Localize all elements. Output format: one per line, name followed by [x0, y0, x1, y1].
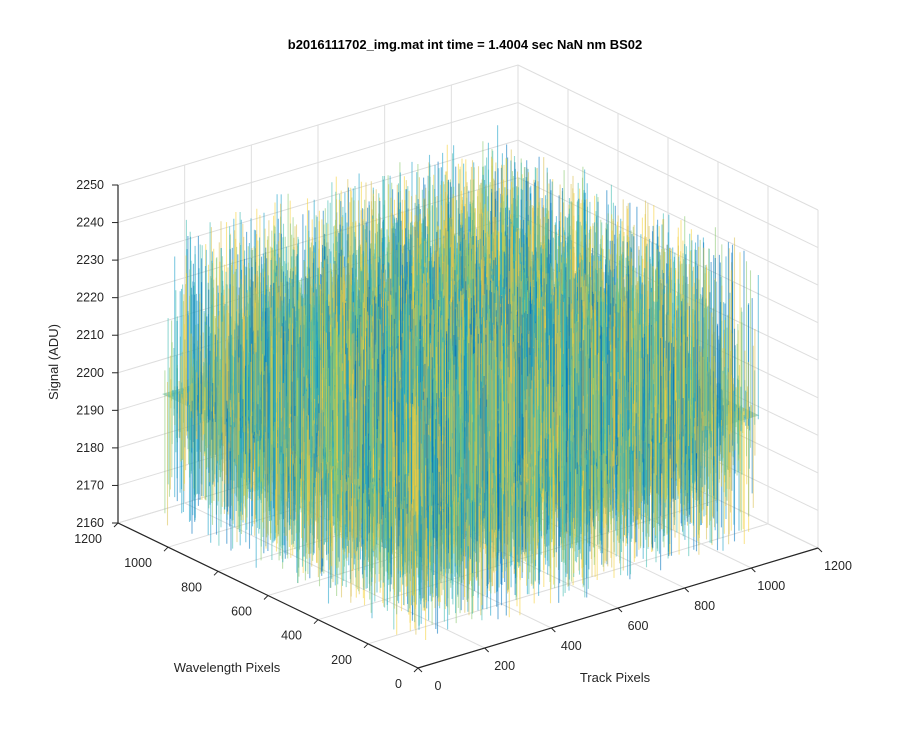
grid-line [517, 102, 819, 249]
grid-line [117, 139, 519, 261]
grid-line [517, 64, 819, 211]
grid-line [117, 102, 519, 224]
grid-line [117, 64, 519, 186]
surface [162, 125, 760, 640]
grid-line [517, 139, 819, 286]
